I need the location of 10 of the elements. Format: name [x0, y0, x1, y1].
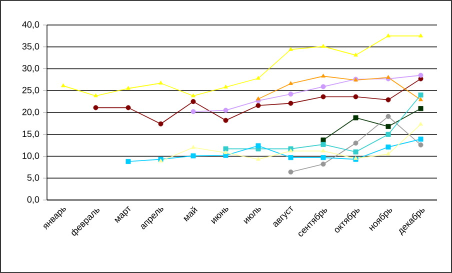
y-tick-label: 15,0 [22, 130, 40, 138]
y-tick-label: 10,0 [22, 152, 40, 160]
x-tick-label: май [184, 206, 198, 222]
y-tick-label: 30,0 [22, 65, 40, 72]
y-tick-label: 40,0 [22, 21, 40, 29]
y-tick-label: 25,0 [22, 86, 40, 94]
y-tick-label: 0,0 [27, 196, 40, 204]
y-tick-label: 35,0 [22, 43, 40, 51]
y-tick-label: 20,0 [22, 108, 40, 116]
y-tick-label: 5,0 [27, 174, 40, 182]
